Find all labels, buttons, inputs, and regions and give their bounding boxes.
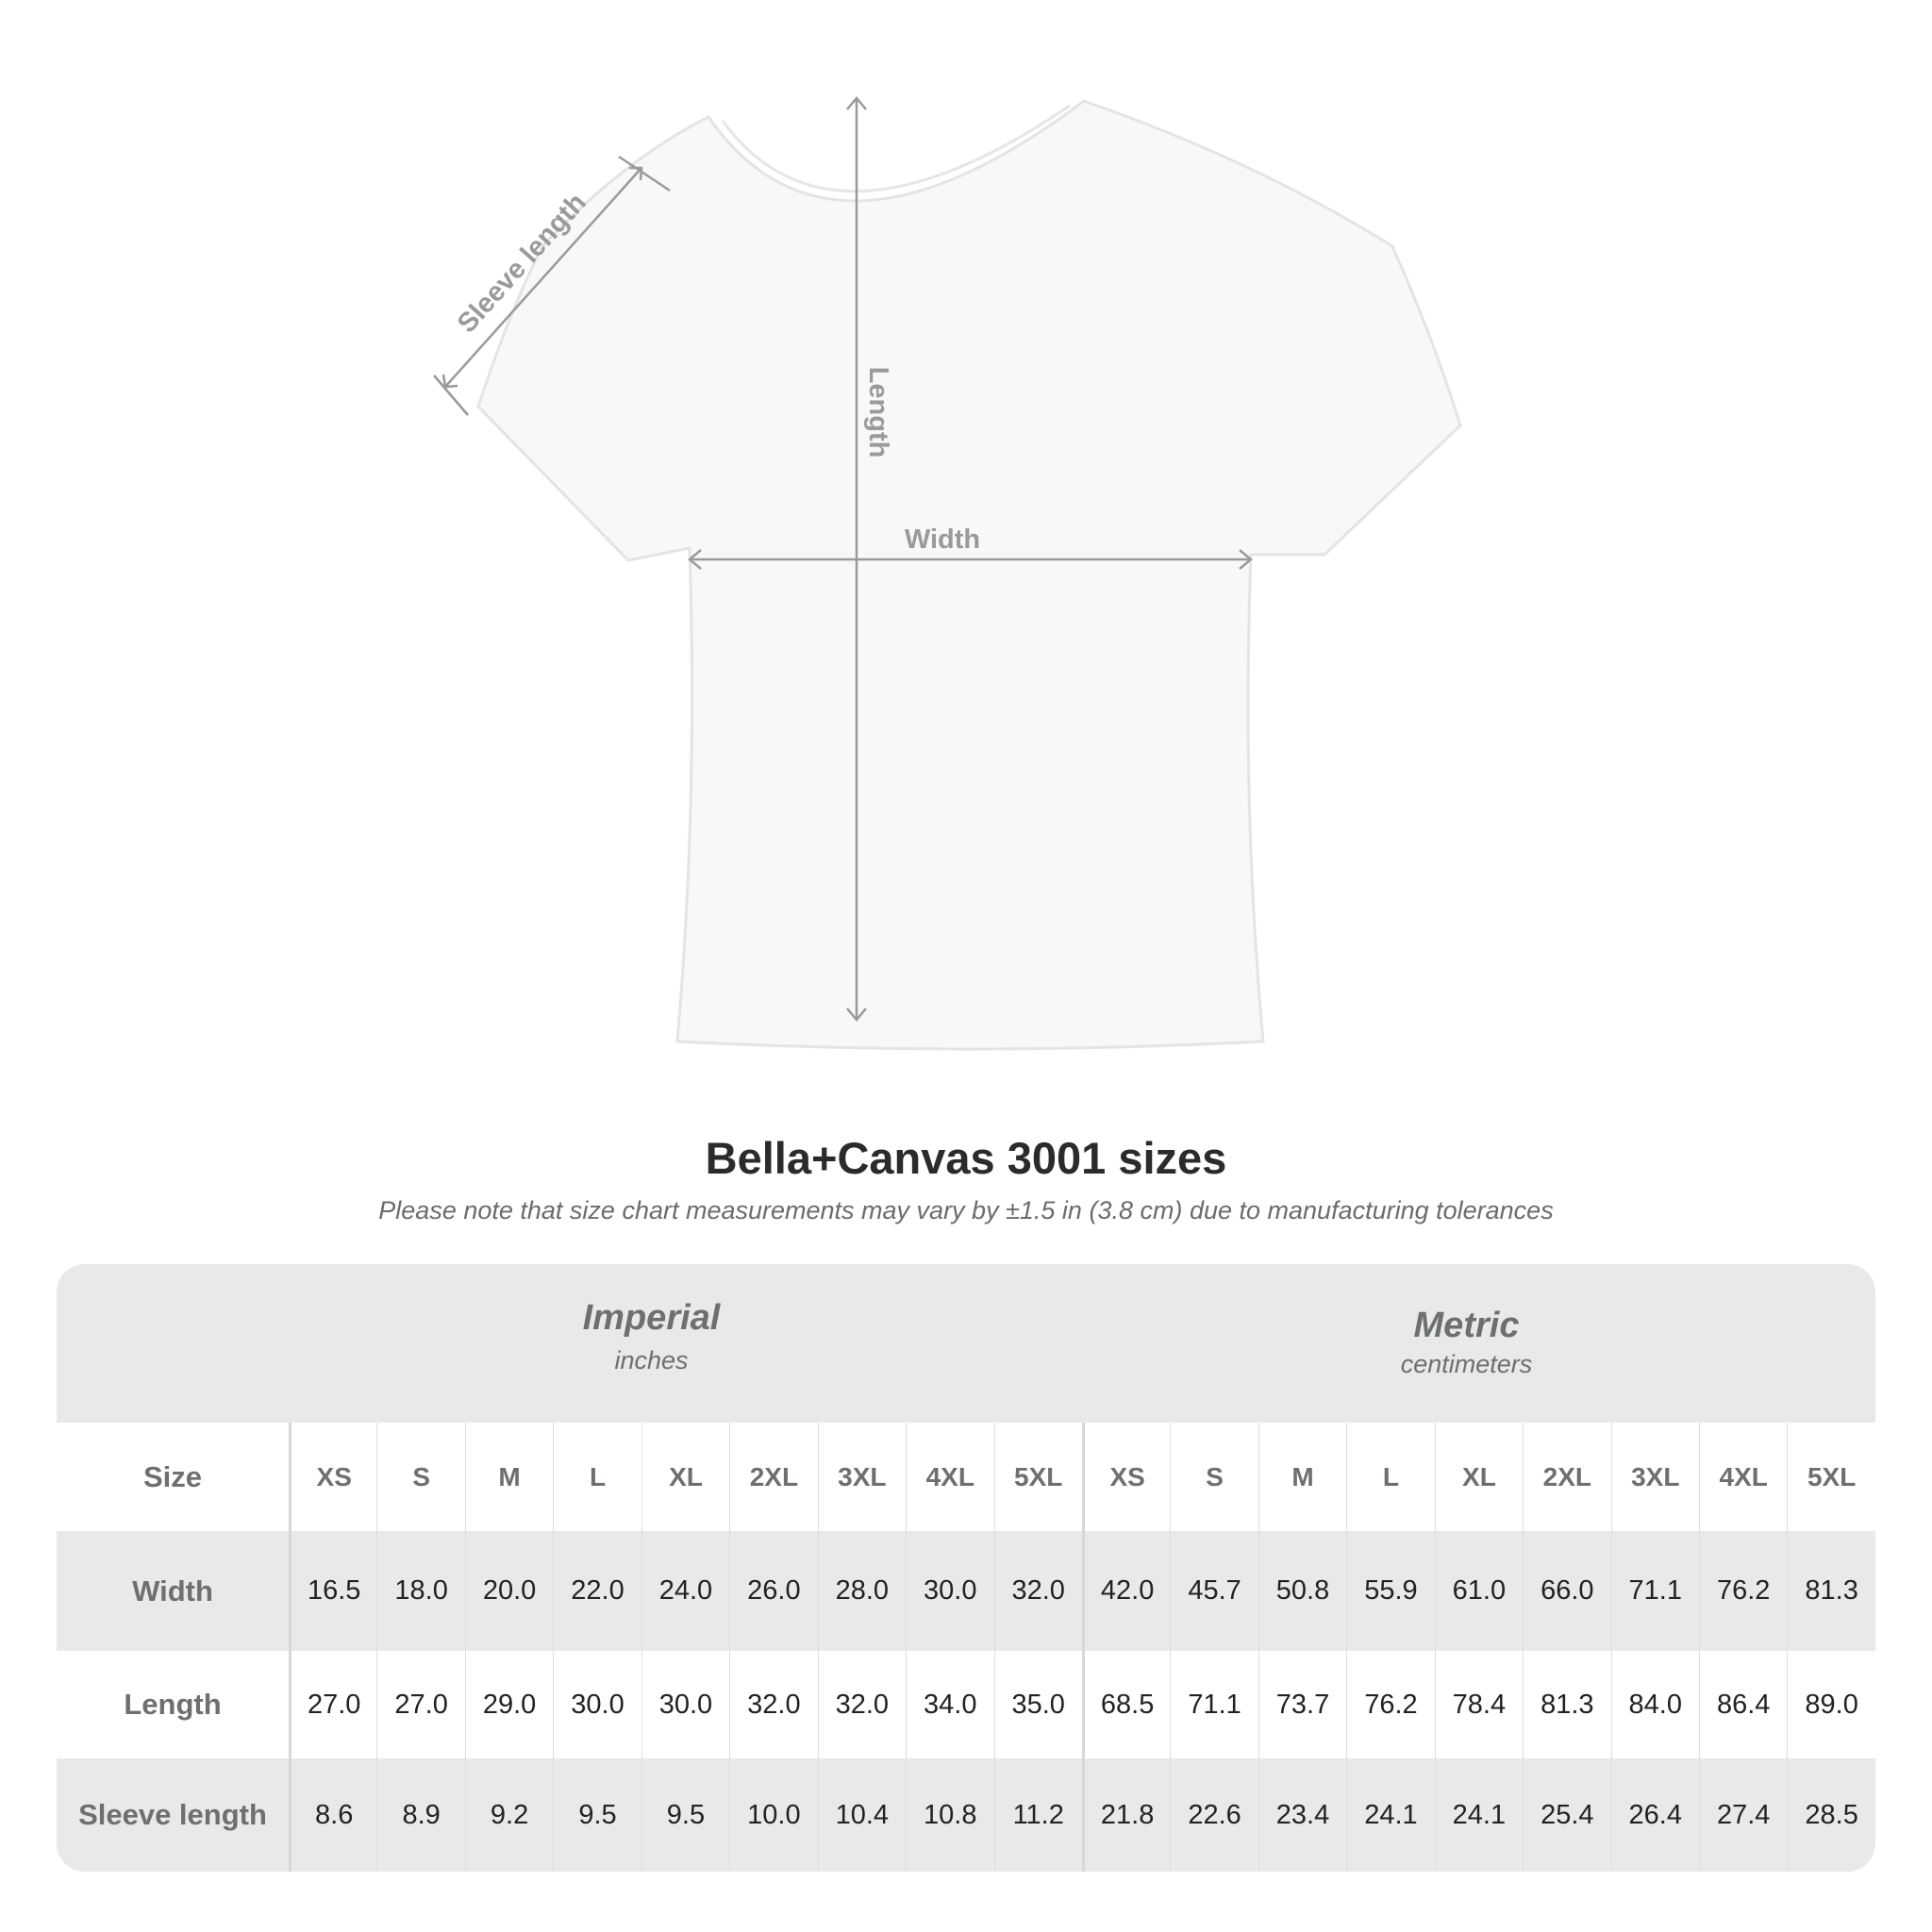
imperial-value-cell: 26.0 bbox=[729, 1531, 817, 1651]
imperial-value-cell: 30.0 bbox=[553, 1651, 641, 1758]
imperial-value-cell: 30.0 bbox=[906, 1531, 993, 1651]
imperial-value-cell: 9.2 bbox=[464, 1758, 553, 1872]
width-label: Width bbox=[905, 525, 980, 555]
imperial-value-cell: 10.0 bbox=[729, 1758, 817, 1872]
imperial-size-xl: XL bbox=[641, 1423, 729, 1531]
imperial-header: Imperial inches bbox=[255, 1264, 1048, 1423]
imperial-value-cell: 8.9 bbox=[376, 1758, 464, 1872]
metric-value-cell: 86.4 bbox=[1699, 1651, 1787, 1758]
imperial-value-cell: 32.0 bbox=[729, 1651, 817, 1758]
metric-size-4xl: 4XL bbox=[1699, 1423, 1787, 1531]
imperial-size-l: L bbox=[553, 1423, 641, 1531]
size-header: Size bbox=[142, 1459, 203, 1493]
tolerance-note: Please note that size chart measurements… bbox=[378, 1196, 1554, 1224]
imperial-value-cell: 9.5 bbox=[553, 1758, 641, 1872]
metric-value-cell: 28.5 bbox=[1787, 1758, 1874, 1872]
metric-value-cell: 76.2 bbox=[1699, 1531, 1787, 1651]
imperial-value-cell: 32.0 bbox=[993, 1531, 1082, 1651]
imperial-value-cell: 29.0 bbox=[464, 1651, 553, 1758]
metric-value-cell: 42.0 bbox=[1081, 1531, 1170, 1651]
metric-size-s: S bbox=[1170, 1423, 1257, 1531]
page-title: Bella+Canvas 3001 sizes bbox=[705, 1133, 1227, 1183]
size-header-row: Size XS S M L XL 2XL 3XL 4XL 5XL XS S M L XL 2XL 3XL 4XL 5… bbox=[57, 1423, 1875, 1531]
metric-value-cell: 84.0 bbox=[1610, 1651, 1699, 1758]
tshirt-collar bbox=[721, 104, 1071, 193]
metric-value-cell: 76.2 bbox=[1346, 1651, 1434, 1758]
imperial-size-s: S bbox=[376, 1423, 464, 1531]
metric-size-3xl: 3XL bbox=[1610, 1423, 1699, 1531]
metric-header: Metric centimeters bbox=[1070, 1264, 1863, 1423]
row-label: Sleeve length bbox=[78, 1798, 267, 1831]
imperial-value-cell: 20.0 bbox=[464, 1531, 553, 1651]
metric-value-cell: 89.0 bbox=[1787, 1651, 1874, 1758]
length-arrowheads bbox=[846, 96, 867, 1022]
row-label: Width bbox=[132, 1574, 213, 1607]
metric-value-cell: 61.0 bbox=[1434, 1531, 1523, 1651]
metric-value-cell: 23.4 bbox=[1257, 1758, 1346, 1872]
sleeve-line bbox=[444, 167, 642, 388]
metric-size-l: L bbox=[1346, 1423, 1434, 1531]
imperial-value-cell: 10.8 bbox=[906, 1758, 993, 1872]
imperial-label: Imperial bbox=[582, 1298, 721, 1338]
imperial-value-cell: 9.5 bbox=[641, 1758, 729, 1872]
metric-value-cell: 22.6 bbox=[1170, 1758, 1257, 1872]
imperial-value-cell: 8.6 bbox=[289, 1758, 376, 1872]
imperial-unit: inches bbox=[614, 1346, 689, 1374]
metric-value-cell: 78.4 bbox=[1434, 1651, 1523, 1758]
imperial-value-cell: 18.0 bbox=[376, 1531, 464, 1651]
imperial-value-cell: 32.0 bbox=[817, 1651, 906, 1758]
imperial-value-cell: 22.0 bbox=[553, 1531, 641, 1651]
row-label: Length bbox=[124, 1688, 222, 1721]
metric-value-cell: 71.1 bbox=[1610, 1531, 1699, 1651]
imperial-value-cell: 34.0 bbox=[906, 1651, 993, 1758]
size-table: Imperial inches Metric centimeters Size X… bbox=[57, 1264, 1875, 1872]
imperial-value-cell: 16.5 bbox=[289, 1531, 376, 1651]
imperial-size-4xl: 4XL bbox=[906, 1423, 993, 1531]
imperial-value-cell: 35.0 bbox=[993, 1651, 1082, 1758]
metric-value-cell: 55.9 bbox=[1346, 1531, 1434, 1651]
imperial-size-xs: XS bbox=[289, 1423, 376, 1531]
imperial-value-cell: 27.0 bbox=[376, 1651, 464, 1758]
metric-size-5xl: 5XL bbox=[1787, 1423, 1874, 1531]
metric-value-cell: 81.3 bbox=[1523, 1651, 1610, 1758]
metric-value-cell: 25.4 bbox=[1523, 1758, 1610, 1872]
metric-value-cell: 45.7 bbox=[1170, 1531, 1257, 1651]
metric-value-cell: 27.4 bbox=[1699, 1758, 1787, 1872]
metric-value-cell: 21.8 bbox=[1081, 1758, 1170, 1872]
imperial-size-3xl: 3XL bbox=[817, 1423, 906, 1531]
imperial-size-2xl: 2XL bbox=[729, 1423, 817, 1531]
metric-size-xl: XL bbox=[1434, 1423, 1523, 1531]
metric-value-cell: 71.1 bbox=[1170, 1651, 1257, 1758]
imperial-value-cell: 27.0 bbox=[289, 1651, 376, 1758]
metric-label: Metric bbox=[1413, 1306, 1520, 1345]
tshirt-shape bbox=[476, 99, 1462, 1051]
sleeve-ticks bbox=[433, 155, 671, 416]
metric-value-cell: 24.1 bbox=[1434, 1758, 1523, 1872]
metric-value-cell: 68.5 bbox=[1081, 1651, 1170, 1758]
table-row: Length 27.0 27.0 29.0 30.0 30.0 32.0 32.0 34.0 35… bbox=[57, 1651, 1875, 1758]
length-label: Length bbox=[863, 367, 893, 458]
metric-value-cell: 81.3 bbox=[1787, 1531, 1874, 1651]
metric-value-cell: 73.7 bbox=[1257, 1651, 1346, 1758]
metric-size-2xl: 2XL bbox=[1523, 1423, 1610, 1531]
metric-unit: centimeters bbox=[1400, 1350, 1533, 1378]
metric-value-cell: 66.0 bbox=[1523, 1531, 1610, 1651]
tshirt-diagram: Width Length Sleeve length bbox=[433, 96, 1462, 1051]
imperial-value-cell: 10.4 bbox=[817, 1758, 906, 1872]
imperial-size-m: M bbox=[464, 1423, 553, 1531]
metric-value-cell: 50.8 bbox=[1257, 1531, 1346, 1651]
metric-size-m: M bbox=[1257, 1423, 1346, 1531]
metric-value-cell: 24.1 bbox=[1346, 1758, 1434, 1872]
imperial-value-cell: 24.0 bbox=[641, 1531, 729, 1651]
imperial-value-cell: 11.2 bbox=[993, 1758, 1082, 1872]
imperial-size-5xl: 5XL bbox=[993, 1423, 1082, 1531]
table-row: Sleeve length 8.6 8.9 9.2 9.5 9.5 10.0 10.4 10.8… bbox=[57, 1758, 1875, 1872]
metric-size-xs: XS bbox=[1081, 1423, 1170, 1531]
imperial-value-cell: 28.0 bbox=[817, 1531, 906, 1651]
metric-value-cell: 26.4 bbox=[1610, 1758, 1699, 1872]
table-row: Width 16.5 18.0 20.0 22.0 24.0 26.0 28.0 30.0 32.… bbox=[57, 1531, 1875, 1651]
imperial-value-cell: 30.0 bbox=[641, 1651, 729, 1758]
width-arrowheads bbox=[688, 549, 1253, 570]
